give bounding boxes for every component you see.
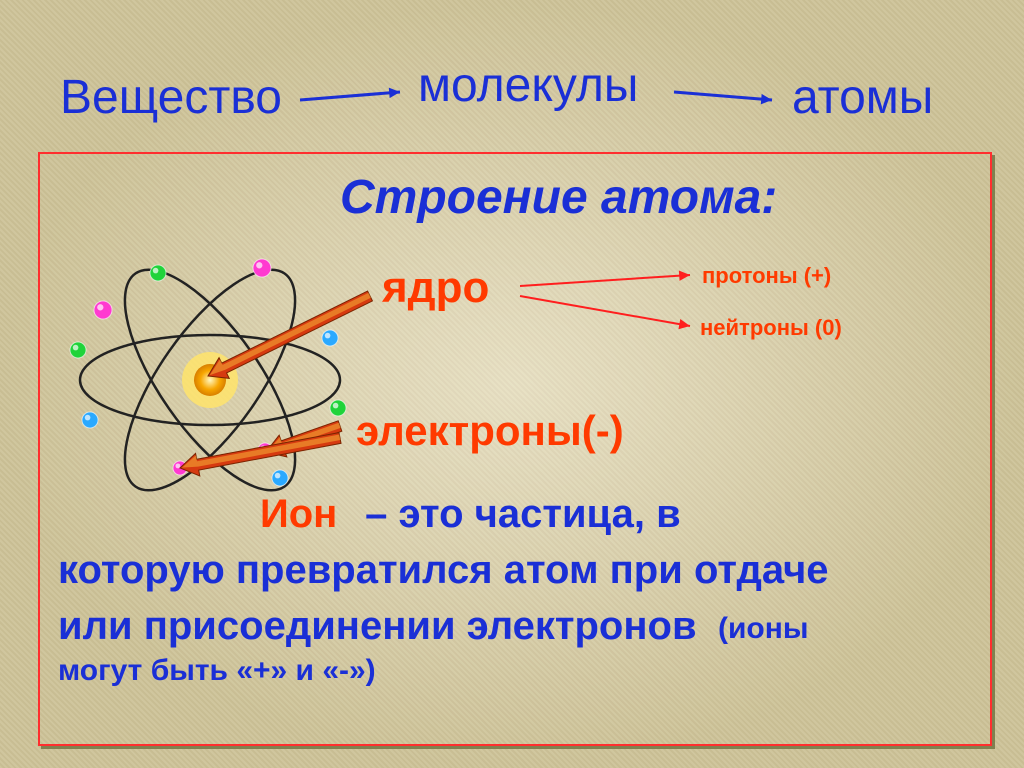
label-protons: протоны (+) <box>702 264 831 288</box>
definition-line1-rest: – это частица, в <box>354 492 681 536</box>
header-atoms: атомы <box>792 72 933 125</box>
atom-svg <box>60 250 360 510</box>
definition-ion-word: Ион <box>260 492 337 536</box>
header-substance: Вещество <box>60 72 282 125</box>
label-electrons: электроны(-) <box>356 408 624 454</box>
label-neutrons: нейтроны (0) <box>700 316 842 340</box>
section-title: Строение атома: <box>340 172 777 225</box>
definition-line3b: (ионы <box>718 612 809 645</box>
definition-line2: которую превратился атом при отдаче <box>58 548 829 592</box>
definition-line4: могут быть «+» и «-») <box>58 654 376 687</box>
slide-canvas: Вещество молекулы атомы Строение атома: … <box>0 0 1024 768</box>
atom-diagram <box>60 250 360 515</box>
label-nucleus: ядро <box>382 264 489 312</box>
definition-line3a: или присоединении электронов <box>58 604 719 648</box>
header-molecules: молекулы <box>418 60 638 113</box>
